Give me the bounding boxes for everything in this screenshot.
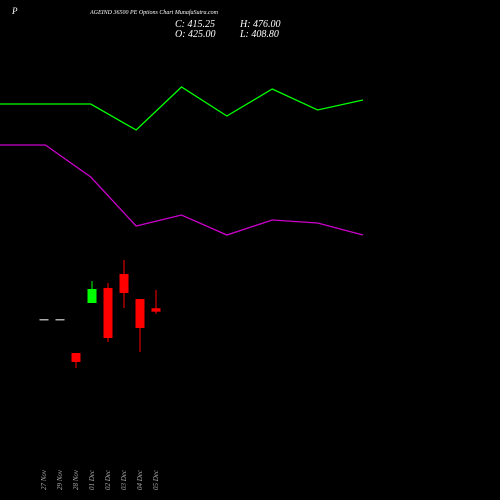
candle-body — [55, 319, 65, 321]
high-info: H: 476.00 — [239, 19, 281, 30]
candle-body — [71, 353, 81, 362]
chart-title: AGEIND 36500 PE Options Chart MunafaSutr… — [89, 9, 219, 16]
candle-body — [151, 308, 161, 312]
low-info: L: 408.80 — [239, 29, 279, 40]
candle-body — [119, 274, 129, 293]
title-prefix: P — [11, 6, 18, 16]
candle-body — [135, 299, 145, 328]
x-tick-label: 05 Dec — [152, 469, 160, 490]
x-tick-label: 01 Dec — [88, 469, 96, 490]
candle-body — [39, 319, 49, 321]
close-info: C: 415.25 — [175, 19, 215, 30]
x-tick-label: 03 Dec — [120, 469, 128, 490]
x-tick-label: 28 Nov — [72, 469, 80, 490]
candle-body — [87, 289, 97, 303]
candle-body — [103, 288, 113, 338]
indicator-line — [0, 144, 364, 236]
open-info: O: 425.00 — [175, 29, 216, 40]
x-tick-label: 02 Dec — [104, 469, 112, 490]
x-tick-label: 04 Dec — [136, 469, 144, 490]
x-tick-label: 29 Nov — [56, 469, 64, 490]
x-tick-label: 27 Nov — [40, 469, 48, 490]
indicator-line — [0, 86, 364, 131]
